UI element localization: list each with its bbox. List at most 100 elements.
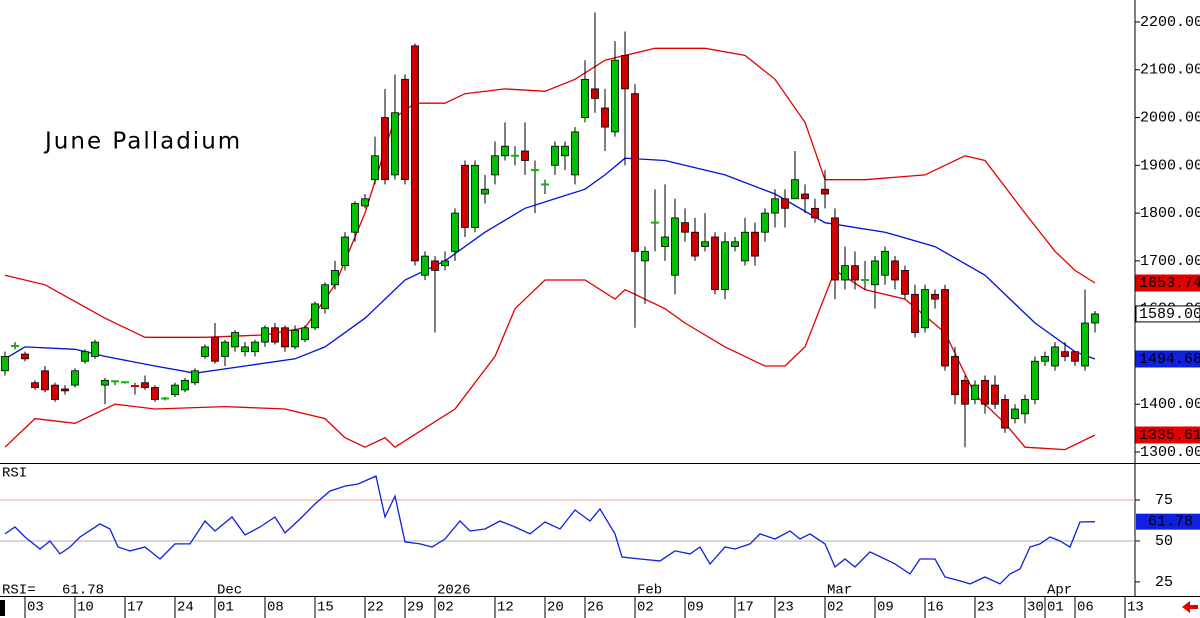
candle-body	[981, 379, 989, 405]
candle-body	[1051, 346, 1059, 367]
candle-body	[321, 284, 329, 310]
candle-body	[931, 293, 939, 300]
candle-body	[391, 112, 399, 176]
candle-body	[571, 131, 579, 176]
candle-body	[1081, 322, 1089, 367]
candle-body	[631, 93, 639, 252]
candle-body	[991, 384, 999, 405]
candle-body	[341, 236, 349, 267]
candle-body	[221, 341, 229, 357]
x-tick-label: 17	[127, 600, 144, 616]
candle-body	[1, 356, 9, 372]
candle-body	[851, 265, 859, 281]
candle-body	[641, 250, 649, 262]
candle-body	[271, 327, 279, 343]
candle-body	[711, 236, 719, 290]
price-label: 1494.68	[1139, 351, 1200, 368]
candle-body	[371, 155, 379, 181]
x-tick-label: 03	[27, 600, 44, 616]
x-tick-label: 02	[437, 600, 454, 616]
candle-body	[731, 241, 739, 247]
y-tick-label: 2100.00	[1140, 62, 1200, 79]
candle-body	[361, 198, 369, 207]
band-line	[4, 157, 1096, 374]
candle-body	[841, 265, 849, 281]
candle-body	[971, 384, 979, 400]
scroll-arrow[interactable]	[1182, 601, 1198, 613]
panel-label: RSI	[2, 466, 27, 482]
price-label-box	[1135, 426, 1200, 444]
price-label-box	[1135, 274, 1200, 292]
candle-body	[681, 222, 689, 233]
rsi-line	[4, 475, 1096, 585]
candle-body	[671, 217, 679, 276]
candle-body	[411, 45, 419, 262]
candle-body	[801, 193, 809, 200]
candle-body	[811, 207, 819, 219]
candle-body	[1091, 313, 1099, 324]
rsi-label-box	[1136, 513, 1200, 530]
candle-body	[551, 145, 559, 166]
candle-body	[1061, 351, 1069, 357]
candle-body	[621, 55, 629, 90]
candle-body	[521, 150, 529, 161]
y-tick-label: 1900.00	[1140, 157, 1200, 174]
candle-body	[401, 78, 409, 181]
candle-body	[101, 379, 109, 386]
candle-body	[871, 260, 879, 286]
y-tick-label: 50	[1155, 533, 1173, 550]
x-tick-label: 02	[637, 600, 654, 616]
candle-body	[501, 145, 509, 157]
candle-body	[661, 236, 669, 247]
candle-body	[201, 346, 209, 357]
readout-label: RSI=	[2, 583, 36, 599]
x-tick-label: 24	[177, 600, 194, 616]
candle-body	[751, 231, 759, 257]
x-tick-label: 08	[267, 600, 284, 616]
x-tick-label: 23	[777, 600, 794, 616]
candle-body	[601, 107, 609, 128]
candle-body	[61, 388, 69, 392]
x-tick-label: 20	[547, 600, 564, 616]
candle-body	[41, 370, 49, 391]
candle-body	[1021, 399, 1029, 415]
y-tick-label: 75	[1155, 492, 1173, 509]
candle-body	[881, 250, 889, 276]
candle-body	[91, 341, 99, 357]
candle-body	[291, 329, 299, 348]
scroll-marker	[0, 600, 5, 616]
candle-body	[791, 179, 799, 200]
candle-body	[51, 384, 59, 400]
candle-body	[461, 164, 469, 228]
readout-value: 61.78	[62, 583, 104, 599]
candle-body	[941, 289, 949, 367]
candle-body	[441, 260, 449, 267]
candle-body	[561, 145, 569, 157]
candle-body	[261, 327, 269, 343]
y-tick-label: 1800.00	[1140, 205, 1200, 222]
x-tick-label: 30	[1027, 600, 1044, 616]
candle-body	[151, 387, 159, 400]
candle-body	[211, 336, 219, 362]
x-tick-label: 23	[977, 600, 994, 616]
candle-body	[761, 212, 769, 233]
x-tick-label: 13	[1127, 600, 1144, 616]
x-tick-label: 22	[367, 600, 384, 616]
month-label: Feb	[637, 583, 662, 599]
y-tick-label: 25	[1155, 574, 1173, 591]
price-label: 1335.61	[1139, 427, 1200, 444]
x-tick-label: 10	[77, 600, 94, 616]
candle-body	[1031, 360, 1039, 400]
x-tick-label: 29	[407, 600, 424, 616]
y-tick-label: 1400.00	[1140, 396, 1200, 413]
candle-body	[481, 188, 489, 195]
candle-body	[421, 255, 429, 276]
x-tick-label: 09	[687, 600, 704, 616]
candle-body	[771, 198, 779, 214]
candle-body	[691, 231, 699, 257]
candle-body	[171, 384, 179, 396]
candle-body	[71, 370, 79, 386]
price-label: 1589.00	[1139, 306, 1200, 323]
candle-body	[721, 241, 729, 290]
